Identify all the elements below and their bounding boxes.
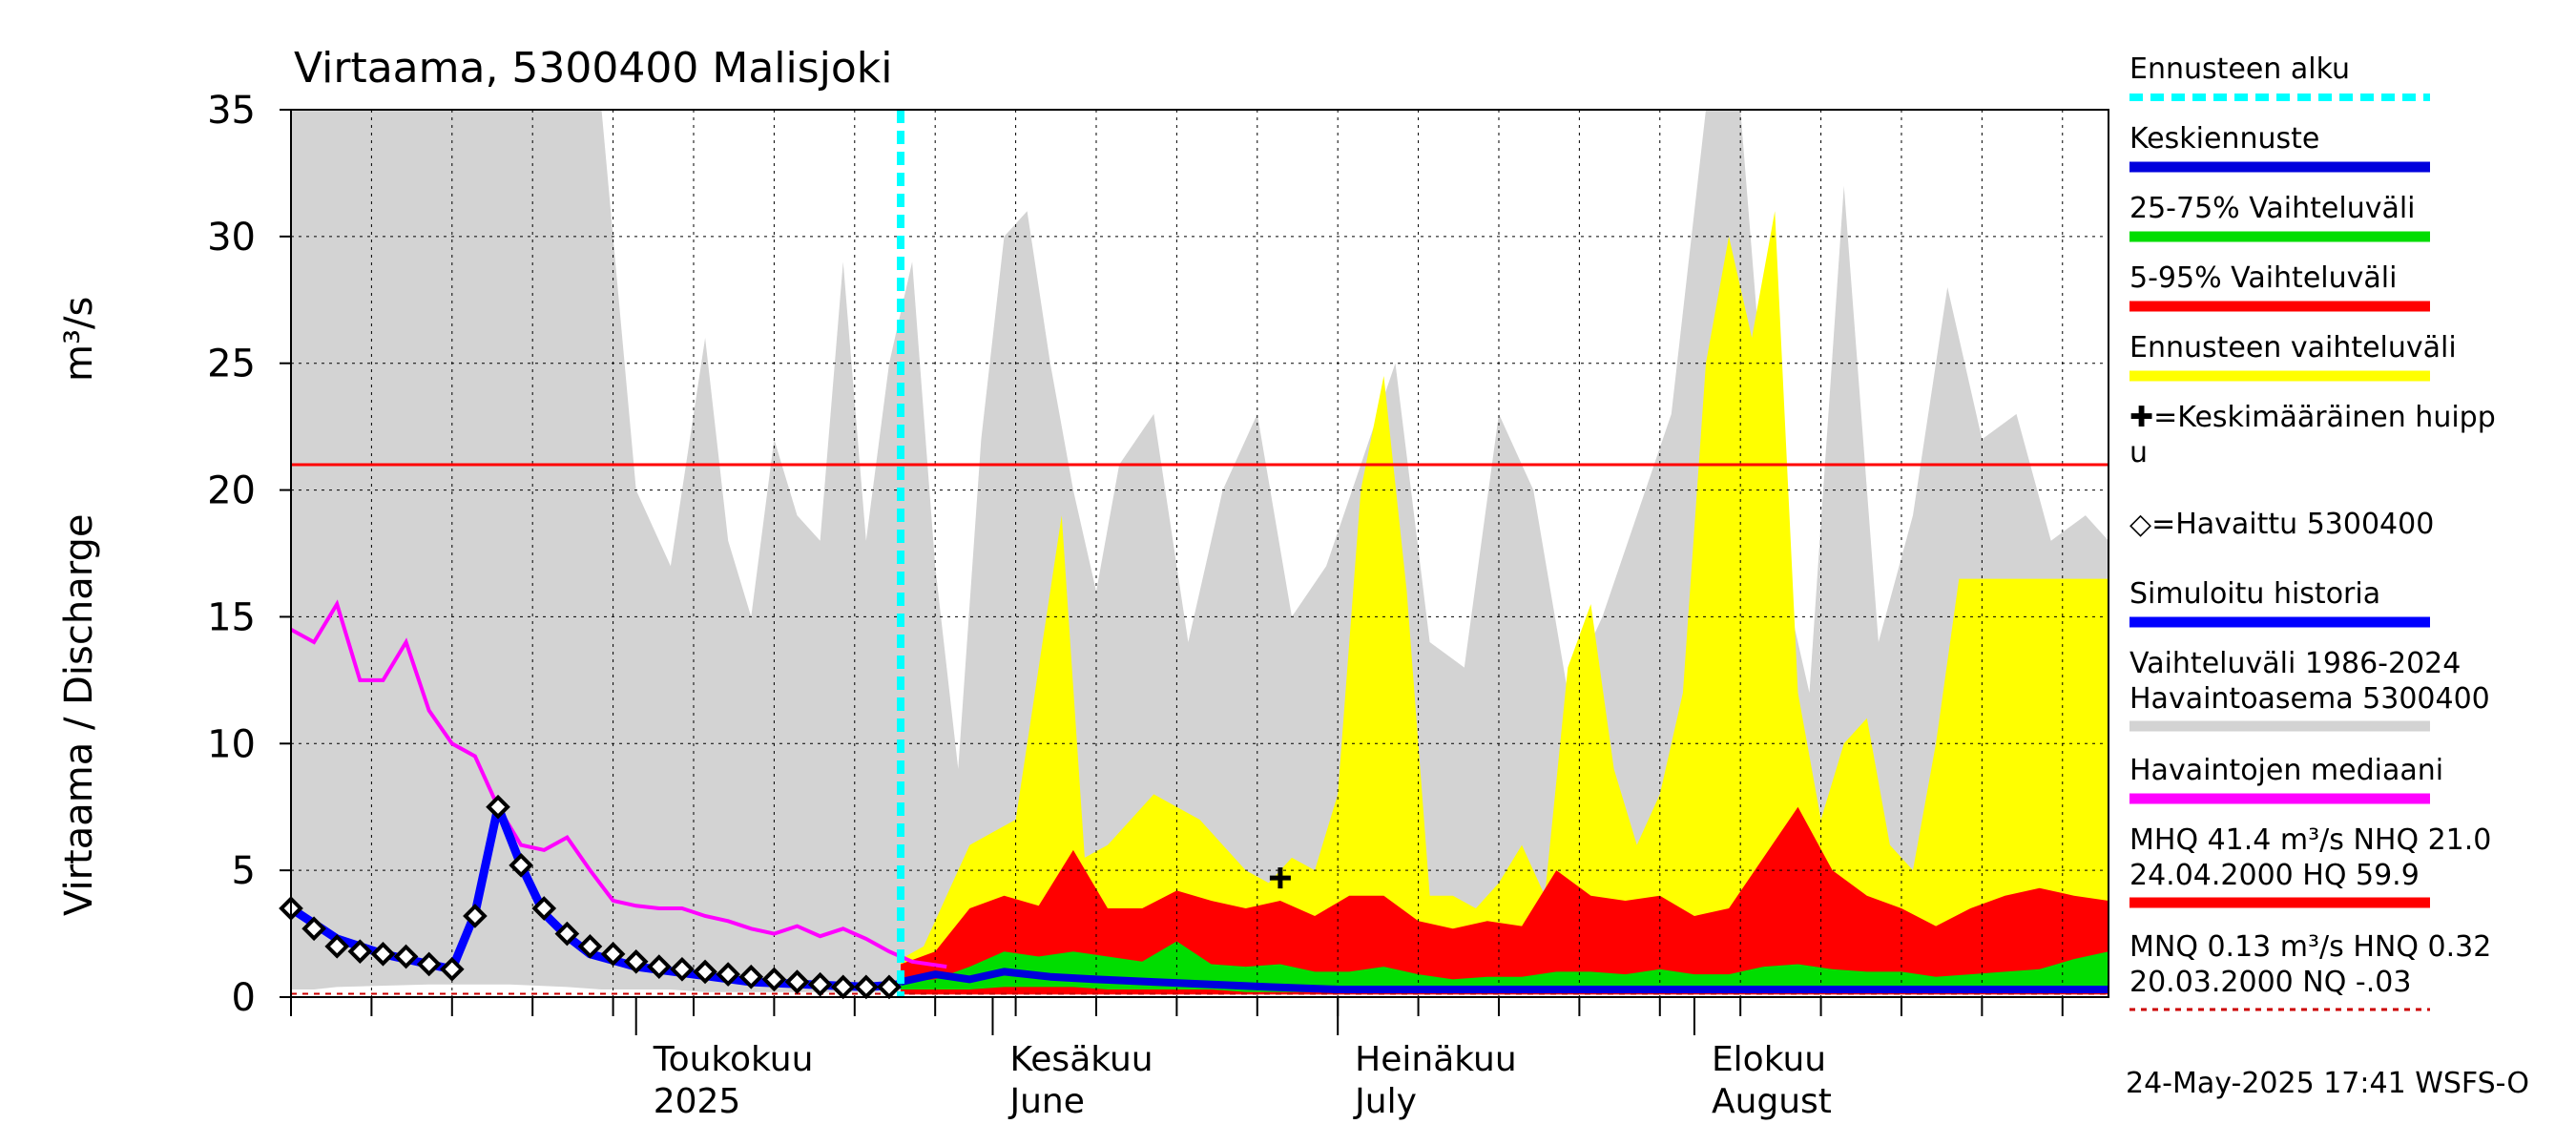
observed-point xyxy=(738,964,764,989)
legend-label: Vaihteluväli 1986-2024 xyxy=(2129,647,2461,680)
x-month-sublabel: July xyxy=(1353,1082,1417,1121)
y-tick-label: 35 xyxy=(207,89,256,133)
axes-layer: 05101520253035Toukokuu2025KesäkuuJuneHei… xyxy=(207,89,2109,1121)
observed-point xyxy=(393,944,419,969)
legend-label: 25-75% Vaihteluväli xyxy=(2129,192,2416,225)
legend-label: MHQ 41.4 m³/s NHQ 21.0 xyxy=(2129,823,2491,857)
mean-forecast-line xyxy=(900,968,2109,993)
legend-label-2: 24.04.2000 HQ 59.9 xyxy=(2129,859,2420,892)
observed-point xyxy=(784,969,810,994)
area-layer xyxy=(291,110,2109,995)
x-month-label: Kesäkuu xyxy=(1009,1040,1153,1079)
legend-label-2: Havaintoasema 5300400 xyxy=(2129,682,2490,716)
observed-point xyxy=(670,956,695,982)
observed-point xyxy=(463,904,488,928)
observed-point xyxy=(693,959,717,985)
x-month-label: Heinäkuu xyxy=(1355,1040,1516,1079)
observed-point xyxy=(716,962,740,987)
historical-range-band xyxy=(291,110,2109,992)
legend-label-2: u xyxy=(2129,436,2148,469)
y-tick-label: 30 xyxy=(207,216,256,260)
observed-point xyxy=(370,942,396,967)
observed-point xyxy=(416,951,442,977)
legend-label: Havaintojen mediaani xyxy=(2129,754,2443,787)
observed-point xyxy=(600,942,626,967)
observed-point xyxy=(577,934,603,959)
plot-frame xyxy=(290,109,2109,998)
observed-point xyxy=(646,954,672,979)
legend: Ennusteen alku Keskiennuste 25-75% Vaihtel… xyxy=(2129,52,2496,1011)
line-layer xyxy=(279,110,2109,1000)
y-axis-unit: m³/s xyxy=(57,297,101,382)
observed-point xyxy=(554,921,580,947)
legend-label: 5-95% Vaihteluväli xyxy=(2129,261,2397,295)
observed-point xyxy=(807,971,833,997)
legend-label: Simuloitu historia xyxy=(2129,577,2380,611)
legend-label: Ennusteen alku xyxy=(2129,52,2350,86)
legend-label: ✚=Keskimääräinen huipp xyxy=(2129,401,2496,434)
observed-point xyxy=(623,948,649,974)
legend-label: MNQ 0.13 m³/s HNQ 0.32 xyxy=(2129,930,2491,964)
x-month-sublabel: 2025 xyxy=(654,1082,741,1121)
y-axis-label: Virtaama / Discharge xyxy=(57,514,101,916)
y-tick-label: 0 xyxy=(232,976,256,1020)
x-month-sublabel: June xyxy=(1008,1082,1084,1121)
observed-point xyxy=(509,853,533,878)
observed-point xyxy=(486,794,510,820)
legend-label: ◇=Havaittu 5300400 xyxy=(2129,508,2434,541)
footer-timestamp: 24-May-2025 17:41 WSFS-O xyxy=(2126,1067,2529,1100)
observed-point xyxy=(301,916,326,942)
range-5-95-band xyxy=(901,806,2109,995)
mean-peak-marker xyxy=(1269,867,1291,889)
x-month-label: Toukokuu xyxy=(653,1040,814,1079)
x-month-sublabel: August xyxy=(1712,1082,1832,1121)
observed-point xyxy=(324,934,350,959)
y-tick-label: 10 xyxy=(207,722,256,766)
chart-title: Virtaama, 5300400 Malisjoki xyxy=(294,44,893,93)
observed-point xyxy=(347,939,373,964)
observed-point xyxy=(439,956,465,982)
observed-point xyxy=(761,967,787,992)
observed-point xyxy=(531,896,557,921)
forecast-range-band xyxy=(901,211,2109,992)
observed-median-line xyxy=(290,599,947,969)
legend-label: Ennusteen vaihteluväli xyxy=(2129,331,2457,364)
range-25-75-band xyxy=(901,941,2109,992)
legend-label: Keskiennuste xyxy=(2129,122,2319,156)
y-tick-label: 20 xyxy=(207,469,256,513)
x-month-label: Elokuu xyxy=(1712,1040,1826,1079)
y-tick-label: 15 xyxy=(207,595,256,639)
y-tick-label: 25 xyxy=(207,343,256,386)
legend-label-2: 20.03.2000 NQ -.03 xyxy=(2129,966,2411,999)
y-tick-label: 5 xyxy=(232,849,256,893)
